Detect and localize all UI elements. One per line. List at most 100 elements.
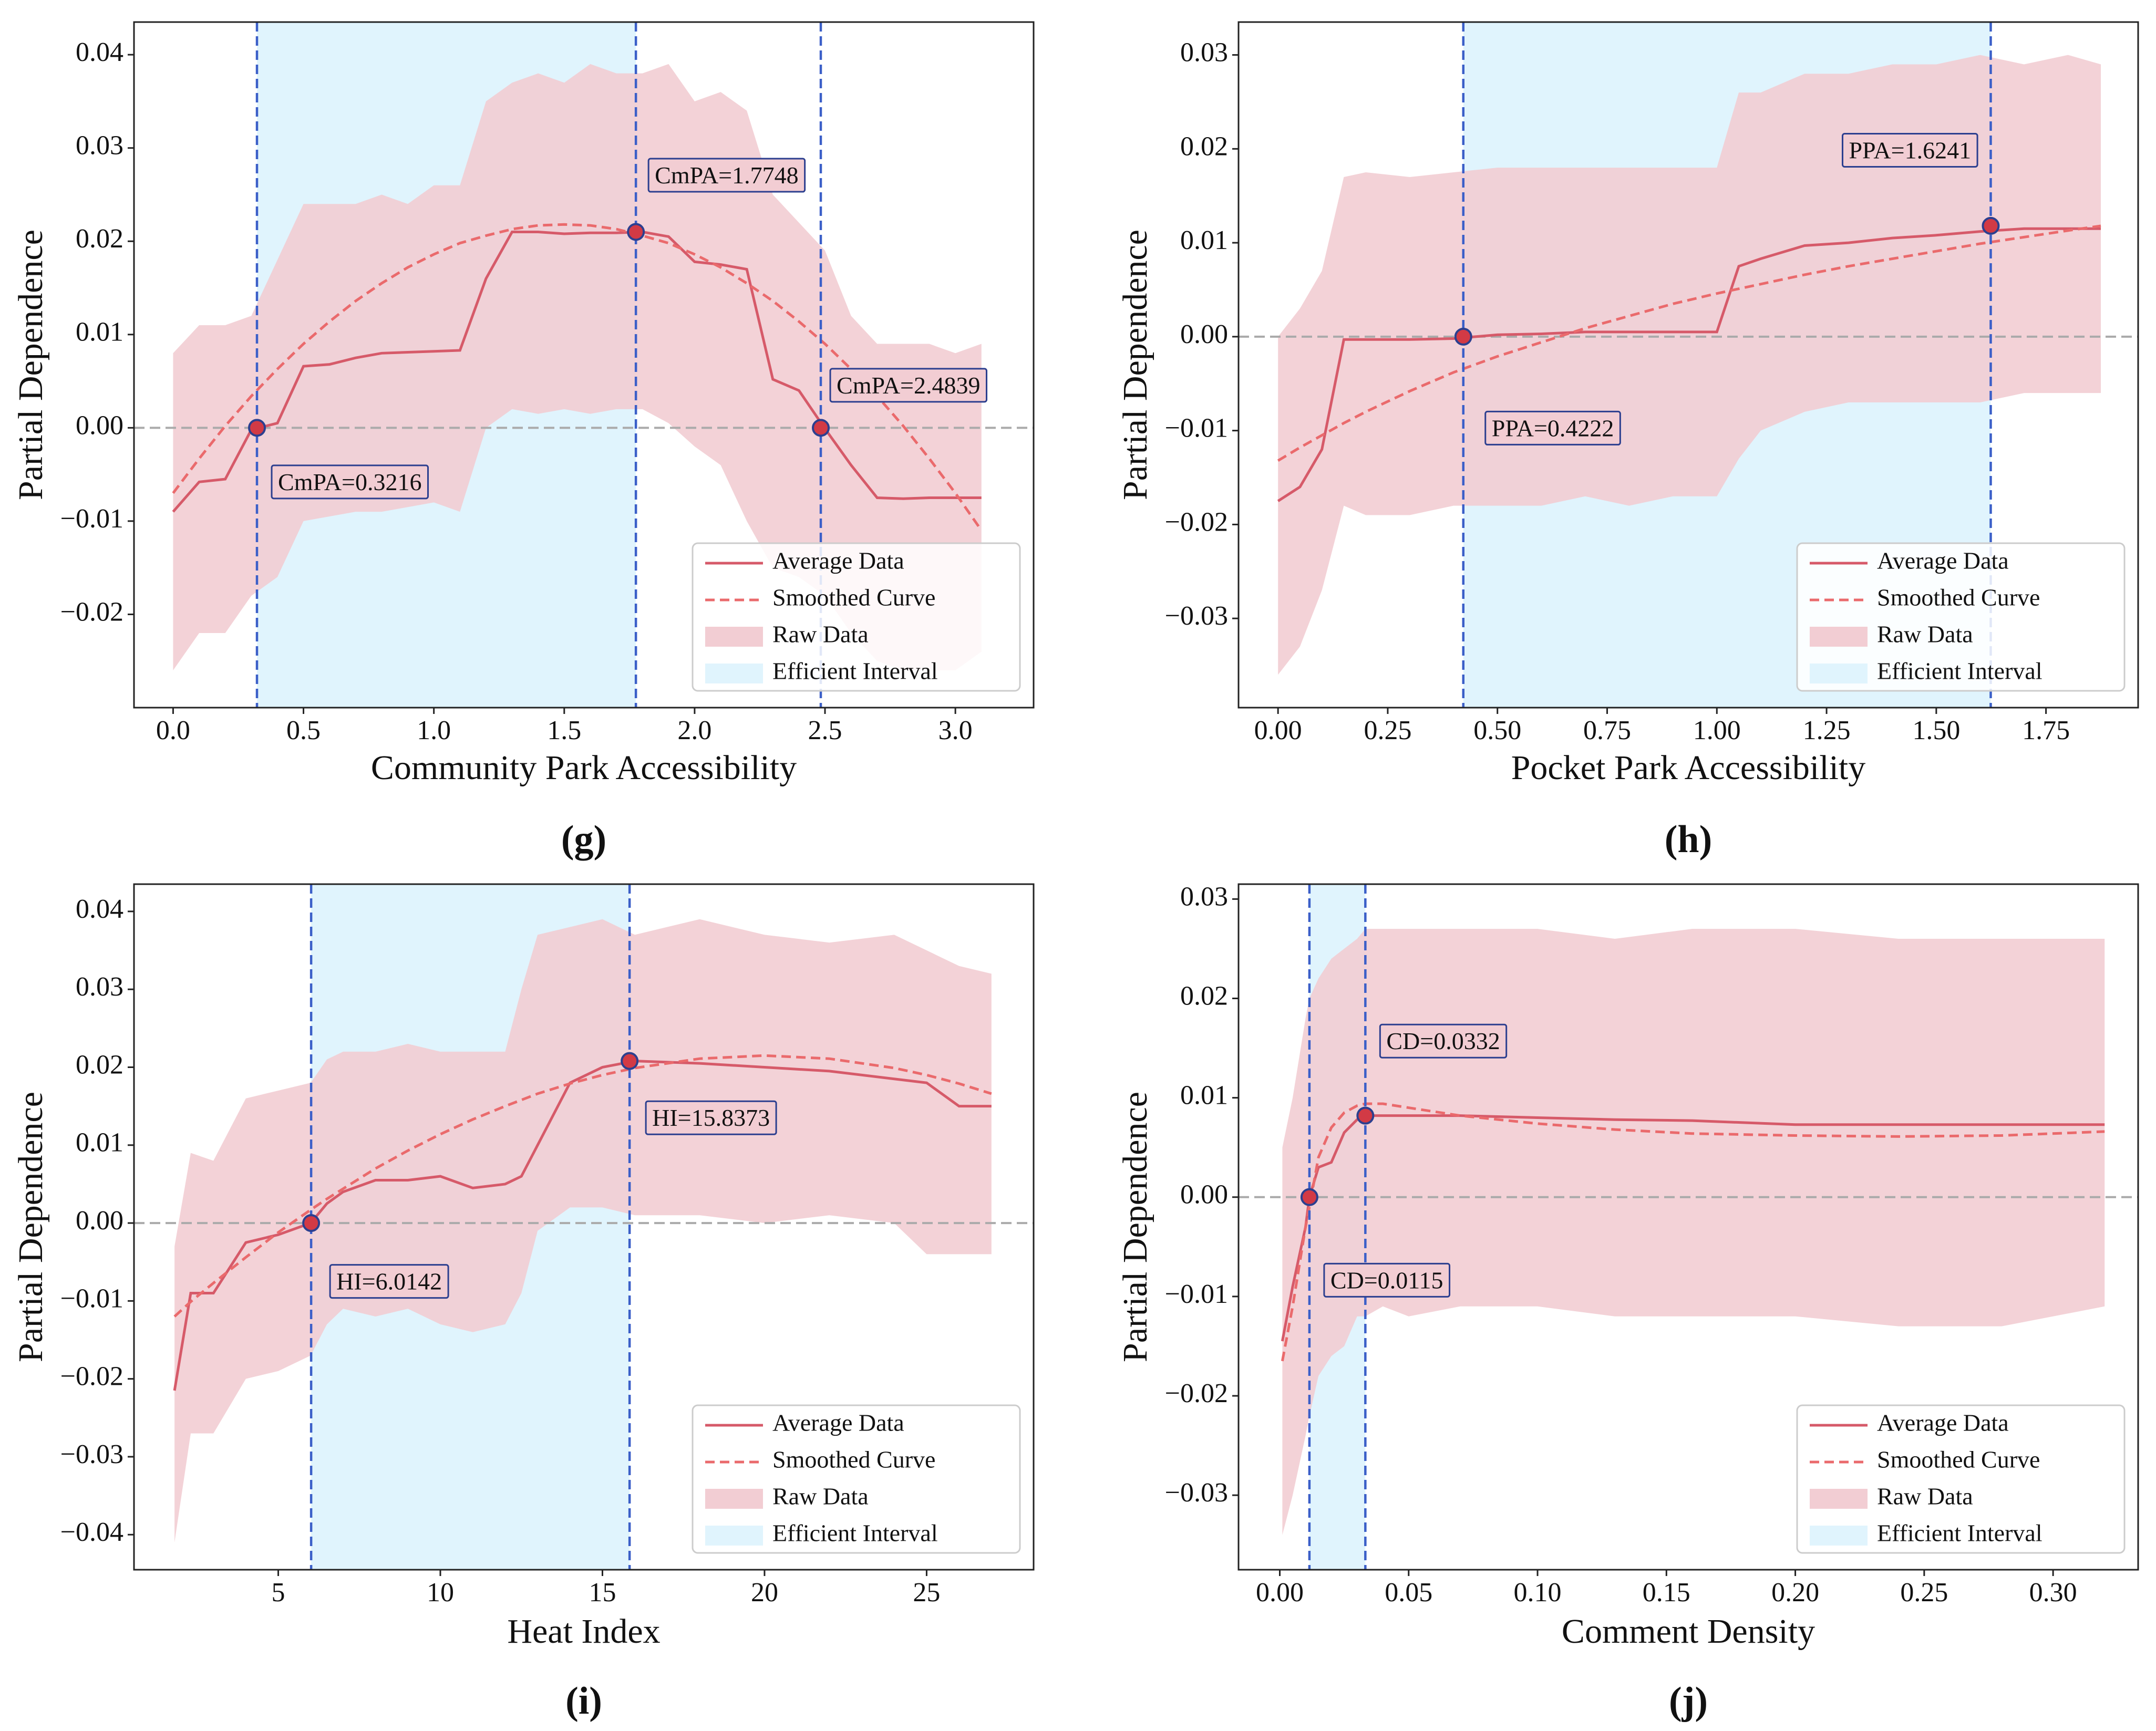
series-line bbox=[1277, 227, 2101, 502]
y-tick-label: 0.03 bbox=[1180, 38, 1228, 68]
legend-label: Raw Data bbox=[772, 621, 869, 648]
series-line bbox=[173, 1054, 992, 1318]
y-tick-label: 0.01 bbox=[76, 317, 123, 347]
legend: Average Data Smoothed Curve Raw Data Effici… bbox=[1796, 1404, 2126, 1554]
legend-label: Efficient Interval bbox=[1877, 658, 2042, 685]
legend-label: Efficient Interval bbox=[772, 1520, 938, 1547]
x-tick-label: 1.75 bbox=[2022, 716, 2070, 745]
annotation-box bbox=[647, 158, 806, 193]
x-tick-label: 1.5 bbox=[547, 716, 581, 745]
threshold-point bbox=[621, 1052, 639, 1070]
x-tick-label: 15 bbox=[589, 1578, 616, 1608]
x-tick-label: 5 bbox=[272, 1578, 285, 1608]
annotation: CD=0.0332 bbox=[1379, 1023, 1508, 1059]
x-tick-label: 1.50 bbox=[1912, 716, 1960, 745]
x-tick-label: 0.15 bbox=[1643, 1578, 1690, 1608]
y-tick-label: −0.01 bbox=[1165, 1279, 1228, 1309]
annotation-box bbox=[1484, 410, 1621, 445]
axes-frame bbox=[133, 883, 1035, 1571]
axes-frame bbox=[1237, 883, 2139, 1571]
raw-data-band bbox=[173, 64, 982, 670]
threshold-point bbox=[1454, 327, 1472, 346]
legend-swatch bbox=[705, 627, 763, 647]
annotation-box bbox=[1323, 1262, 1451, 1298]
threshold-point bbox=[1356, 1106, 1375, 1125]
legend-label: Average Data bbox=[1877, 1409, 2009, 1436]
series-line bbox=[172, 223, 983, 532]
annotation-label: PPA=0.4222 bbox=[1492, 414, 1614, 441]
x-axis-label: Pocket Park Accessibility bbox=[1511, 749, 1866, 787]
x-tick-label: 0.05 bbox=[1385, 1578, 1432, 1608]
legend-frame bbox=[692, 542, 1021, 692]
annotation-label: CD=0.0115 bbox=[1330, 1267, 1443, 1293]
series-line bbox=[172, 230, 982, 513]
annotation: HI=15.8373 bbox=[645, 1100, 777, 1135]
series-line bbox=[173, 1060, 992, 1391]
legend-swatch bbox=[1810, 1526, 1868, 1546]
raw-data-band bbox=[1282, 929, 2105, 1535]
y-tick-label: 0.00 bbox=[1180, 319, 1228, 349]
annotation-label: CmPA=1.7748 bbox=[655, 162, 798, 189]
y-tick-label: 0.03 bbox=[76, 972, 123, 1002]
x-axis-label: Community Park Accessibility bbox=[371, 749, 797, 787]
legend-label: Raw Data bbox=[1877, 1483, 1973, 1510]
annotation-box bbox=[271, 464, 429, 500]
y-axis-label: Partial Dependence bbox=[12, 230, 50, 500]
annotation-label: HI=15.8373 bbox=[652, 1104, 770, 1131]
subplot: 0.0 0.5 1.0 1.5 2.0 2.5 3.0 −0.02 −0.01 0.00 0.01 0… bbox=[12, 21, 1035, 861]
y-tick-label: 0.03 bbox=[76, 131, 123, 161]
legend-frame bbox=[1796, 1404, 2126, 1554]
legend: Average Data Smoothed Curve Raw Data Effici… bbox=[692, 542, 1021, 692]
x-tick-label: 25 bbox=[913, 1578, 940, 1608]
y-tick-label: −0.02 bbox=[1165, 507, 1228, 537]
threshold-point bbox=[1300, 1188, 1318, 1206]
legend-label: Raw Data bbox=[772, 1483, 869, 1510]
annotation: HI=6.0142 bbox=[329, 1264, 449, 1299]
annotation-label: CmPA=0.3216 bbox=[278, 469, 421, 495]
raw-data-band bbox=[1278, 55, 2101, 675]
annotation-label: HI=6.0142 bbox=[336, 1268, 442, 1295]
y-axis-label: Partial Dependence bbox=[12, 1092, 50, 1362]
annotation: PPA=1.6241 bbox=[1841, 132, 1978, 168]
legend-swatch bbox=[705, 664, 763, 683]
y-tick-label: −0.03 bbox=[1165, 1478, 1228, 1508]
threshold-point bbox=[248, 419, 266, 437]
annotation-label: CmPA=2.4839 bbox=[837, 372, 980, 399]
legend: Average Data Smoothed Curve Raw Data Effici… bbox=[1796, 542, 2126, 692]
subplot: 0.00 0.05 0.10 0.15 0.20 0.25 0.30 −0.03 −0.02 −0… bbox=[1116, 882, 2139, 1723]
y-tick-label: −0.02 bbox=[60, 597, 123, 627]
x-tick-label: 0.25 bbox=[1364, 716, 1411, 745]
panel-label: (h) bbox=[1665, 818, 1712, 861]
subplot: 5 10 15 20 25 −0.04 −0.03 −0.02 −0.01 0.00 0.01 0.0… bbox=[12, 883, 1035, 1723]
x-tick-label: 2.5 bbox=[808, 716, 842, 745]
x-tick-label: 0.0 bbox=[156, 716, 190, 745]
x-tick-label: 1.00 bbox=[1693, 716, 1741, 745]
legend-label: Smoothed Curve bbox=[772, 584, 935, 611]
raw-data-band bbox=[174, 919, 992, 1543]
y-tick-label: −0.01 bbox=[60, 504, 123, 534]
axes-frame bbox=[133, 21, 1035, 709]
annotation-box bbox=[829, 368, 988, 403]
annotation-box bbox=[645, 1100, 777, 1135]
x-tick-label: 0.50 bbox=[1473, 716, 1521, 745]
y-tick-label: 0.03 bbox=[1180, 882, 1228, 911]
y-tick-label: 0.02 bbox=[76, 1050, 123, 1080]
legend-swatch bbox=[1810, 664, 1868, 683]
y-tick-label: 0.04 bbox=[76, 37, 123, 67]
threshold-point bbox=[812, 419, 830, 437]
y-tick-label: 0.00 bbox=[76, 410, 123, 440]
series-line bbox=[1281, 1102, 2105, 1362]
y-tick-label: 0.02 bbox=[1180, 981, 1228, 1011]
subplot: 0.00 0.25 0.50 0.75 1.00 1.25 1.50 1.75 −0.03 −0.… bbox=[1116, 21, 2139, 861]
x-tick-label: 3.0 bbox=[938, 716, 973, 745]
annotation-box bbox=[1379, 1023, 1508, 1059]
x-tick-label: 0.30 bbox=[2029, 1578, 2077, 1608]
y-tick-label: 0.02 bbox=[1180, 131, 1228, 161]
x-axis-label: Comment Density bbox=[1562, 1612, 1815, 1651]
legend-swatch bbox=[705, 1526, 763, 1546]
legend-label: Average Data bbox=[772, 547, 904, 574]
threshold-point bbox=[1982, 216, 2000, 235]
annotation: PPA=0.4222 bbox=[1484, 410, 1621, 445]
annotation: CmPA=2.4839 bbox=[829, 368, 988, 403]
series-line bbox=[1277, 224, 2101, 462]
